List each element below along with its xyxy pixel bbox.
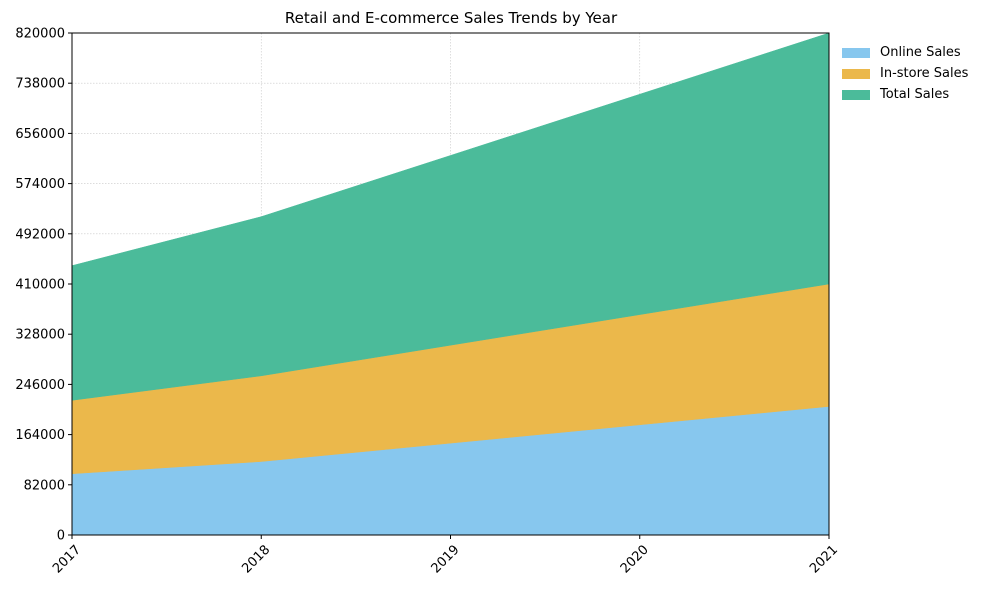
x-tick-label-1: 2018 (239, 542, 273, 576)
y-tick-label-9: 738000 (15, 77, 65, 92)
x-tick-label-3: 2020 (618, 542, 652, 576)
y-tick-label-5: 410000 (15, 278, 65, 293)
legend-item-in-store-sales: In-store Sales (842, 63, 968, 84)
legend-item-total-sales: Total Sales (842, 84, 968, 105)
legend-label-in-store-sales: In-store Sales (880, 66, 969, 81)
y-tick-label-3: 246000 (15, 378, 65, 393)
legend-label-online-sales: Online Sales (880, 45, 961, 60)
y-tick-label-8: 656000 (15, 127, 65, 142)
area-series-group (71, 32, 830, 536)
legend-swatch-online-sales (842, 47, 870, 58)
y-tick-label-4: 328000 (15, 328, 65, 343)
legend-item-online-sales: Online Sales (842, 42, 968, 63)
chart-title: Retail and E-commerce Sales Trends by Ye… (285, 9, 618, 27)
legend-swatch-in-store-sales (842, 68, 870, 79)
y-tick-label-10: 820000 (15, 27, 65, 42)
y-tick-label-6: 492000 (15, 227, 65, 242)
y-axis: 0 82000 164000 246000 328000 410000 492000 5740… (15, 27, 72, 544)
y-tick-label-2: 164000 (15, 428, 65, 443)
legend-swatch-total-sales (842, 89, 870, 100)
x-tick-label-2: 2019 (429, 542, 463, 576)
y-tick-label-1: 82000 (24, 478, 65, 493)
y-tick-label-7: 574000 (15, 177, 65, 192)
y-tick-label-0: 0 (57, 529, 65, 544)
x-axis: 2017 2018 2019 2020 2021 (50, 535, 841, 576)
x-tick-label-0: 2017 (50, 542, 84, 576)
chart-legend: Online Sales In-store Sales Total Sales (842, 42, 968, 105)
legend-label-total-sales: Total Sales (880, 87, 950, 102)
x-tick-label-4: 2021 (807, 542, 841, 576)
